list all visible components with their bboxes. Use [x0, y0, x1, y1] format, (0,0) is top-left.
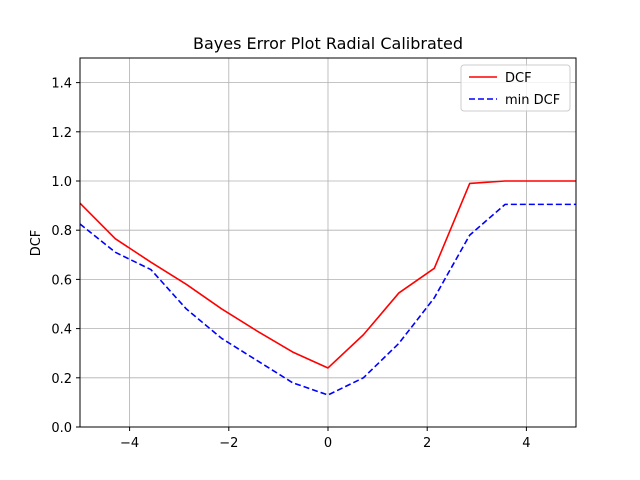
x-tick-label: −4 [120, 436, 139, 451]
plot-area: −4 −2 0 2 4 0.0 0.2 0.4 0.6 0.8 1.0 1.2 1.4 DCF min DC… [51, 57, 577, 451]
x-tick-label: 4 [522, 436, 530, 451]
x-tick-label: 0 [324, 436, 332, 451]
series-line-dcf [79, 180, 576, 369]
y-tick-label: 0.2 [51, 372, 72, 387]
x-tick-label: −2 [219, 436, 238, 451]
series-line-min-dcf [79, 203, 576, 396]
legend-label: DCF [505, 71, 532, 86]
y-tick-label: 0.0 [51, 421, 72, 436]
y-axis-label: DCF [29, 230, 44, 257]
x-tick-label: 2 [423, 436, 431, 451]
y-tick-label: 1.4 [51, 77, 72, 92]
y-tick-label: 0.6 [51, 273, 72, 288]
y-tick-label: 0.4 [51, 323, 72, 338]
legend-label: min DCF [505, 93, 560, 108]
y-tick-label: 1.0 [51, 175, 72, 190]
y-tick-label: 1.2 [51, 126, 72, 141]
y-tick-label: 0.8 [51, 224, 72, 239]
chart-title: Bayes Error Plot Radial Calibrated [193, 34, 463, 53]
